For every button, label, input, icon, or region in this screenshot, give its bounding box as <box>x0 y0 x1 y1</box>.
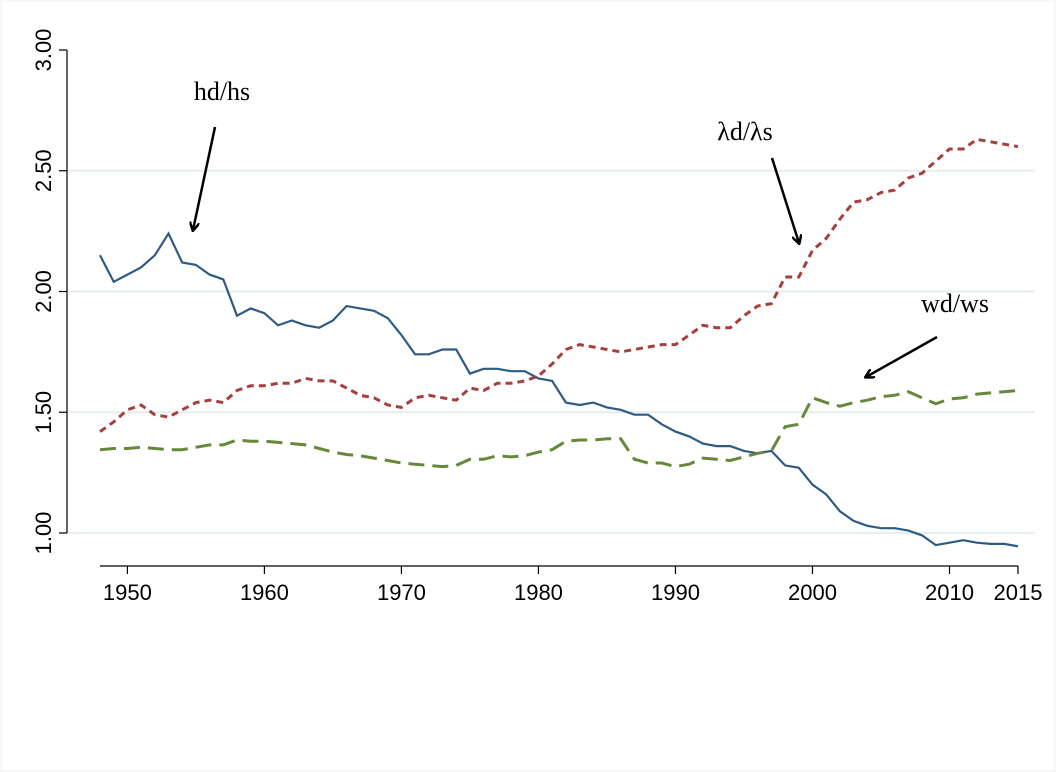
x-tick-label: 2010 <box>925 580 974 605</box>
x-tick-label: 1950 <box>103 580 152 605</box>
x-tick-label: 2015 <box>994 580 1043 605</box>
x-tick-label: 1990 <box>651 580 700 605</box>
y-tick-label: 1.50 <box>31 391 56 434</box>
series-annotation: hd/hs <box>194 77 250 106</box>
y-tick-label: 2.50 <box>31 149 56 192</box>
annotation-arrow <box>770 157 799 243</box>
series-annotation: λd/λs <box>717 117 773 146</box>
x-tick-label: 1980 <box>514 580 563 605</box>
series-annotation: wd/ws <box>921 289 989 318</box>
x-tick-label: 1960 <box>240 580 289 605</box>
annotation-arrow <box>193 126 217 230</box>
series-line <box>99 231 1019 548</box>
y-tick-label: 2.00 <box>31 270 56 313</box>
x-tick-label: 2000 <box>788 580 837 605</box>
y-tick-label: 1.00 <box>31 512 56 555</box>
x-tick-label: 1970 <box>377 580 426 605</box>
annotation-arrow <box>866 335 938 377</box>
series-line <box>99 389 1019 469</box>
series-line <box>99 137 1019 433</box>
y-tick-label: 3.00 <box>31 29 56 72</box>
